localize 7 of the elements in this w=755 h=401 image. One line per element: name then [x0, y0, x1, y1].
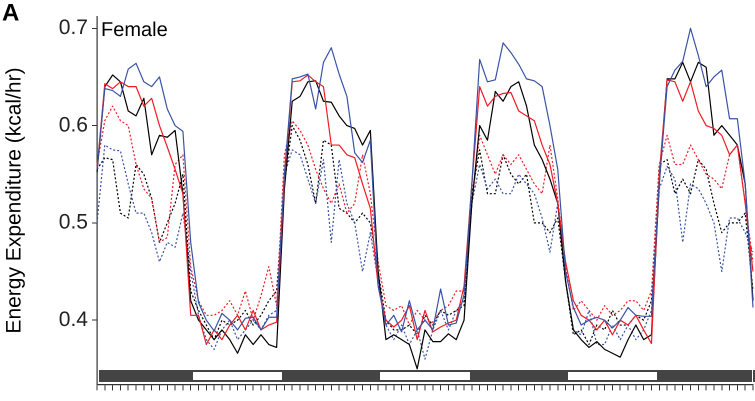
y-tick-label: 0.4 [58, 308, 88, 331]
y-tick-label: 0.6 [58, 113, 88, 136]
y-tick-label: 0.5 [58, 210, 88, 234]
chart-title: Female [101, 19, 168, 42]
y-tick-label: 0.7 [58, 16, 88, 40]
y-axis-title: Energy Expenditure (kcal/hr) [2, 67, 26, 334]
text: A [2, 0, 20, 27]
